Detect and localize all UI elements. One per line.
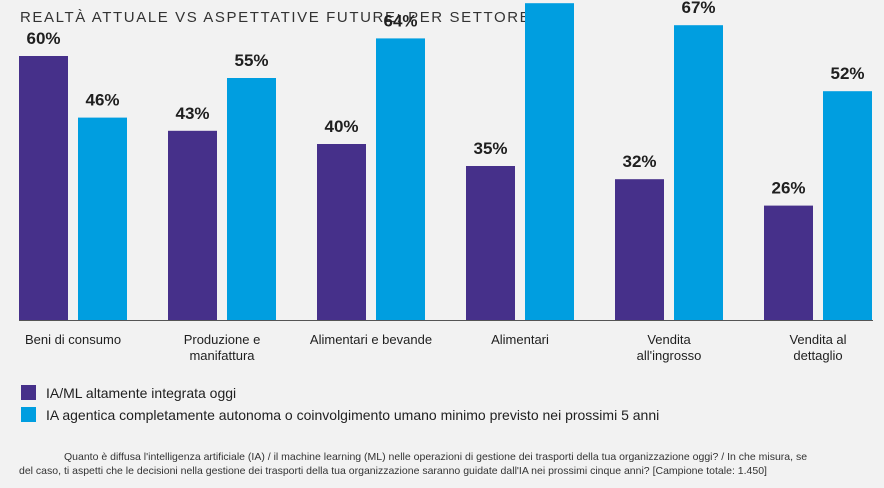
bar <box>823 91 872 320</box>
data-label: 60% <box>26 29 60 48</box>
legend-item-series1: IA/ML altamente integrata oggi <box>21 384 659 401</box>
data-label: 46% <box>85 91 119 110</box>
bar <box>168 130 217 320</box>
legend-swatch-series1 <box>21 385 36 400</box>
footnote: Quanto è diffusa l'intelligenza artifici… <box>19 450 869 478</box>
data-label: 43% <box>175 104 209 123</box>
category-label: Alimentari <box>491 332 549 347</box>
bar <box>376 38 425 321</box>
legend: IA/ML altamente integrata oggi IA agenti… <box>21 384 659 428</box>
bar <box>227 78 276 320</box>
bar <box>78 117 127 320</box>
bar <box>764 205 813 320</box>
data-label: 64% <box>383 11 417 30</box>
legend-item-series2: IA agentica completamente autonoma o coi… <box>21 406 659 423</box>
bar <box>466 166 515 320</box>
data-label: 52% <box>830 64 864 83</box>
category-label: Vendita al dettaglio <box>789 332 846 363</box>
data-label: 67% <box>681 0 715 17</box>
chart-title: REALTÀ ATTUALE VS ASPETTATIVE FUTURE: PE… <box>20 9 532 26</box>
bar <box>317 144 366 320</box>
category-label: Produzione e manifattura <box>184 332 261 363</box>
data-label: 26% <box>771 179 805 198</box>
legend-swatch-series2 <box>21 407 36 422</box>
data-label: 40% <box>324 117 358 136</box>
legend-label-series2: IA agentica completamente autonoma o coi… <box>46 406 660 423</box>
bar <box>525 3 574 320</box>
category-label: Alimentari e bevande <box>310 332 432 347</box>
bar <box>615 179 664 320</box>
category-label: Beni di consumo <box>25 332 121 347</box>
bar <box>19 56 68 320</box>
footnote-line-1: Quanto è diffusa l'intelligenza artifici… <box>64 451 808 463</box>
footnote-line-2: del caso, ti aspetti che le decisioni ne… <box>19 465 767 477</box>
bar <box>674 25 723 320</box>
data-label: 55% <box>234 51 268 70</box>
legend-label-series1: IA/ML altamente integrata oggi <box>46 384 237 401</box>
data-label: 32% <box>622 152 656 171</box>
data-label: 35% <box>473 139 507 158</box>
category-label: Vendita all'ingrosso <box>637 332 702 363</box>
